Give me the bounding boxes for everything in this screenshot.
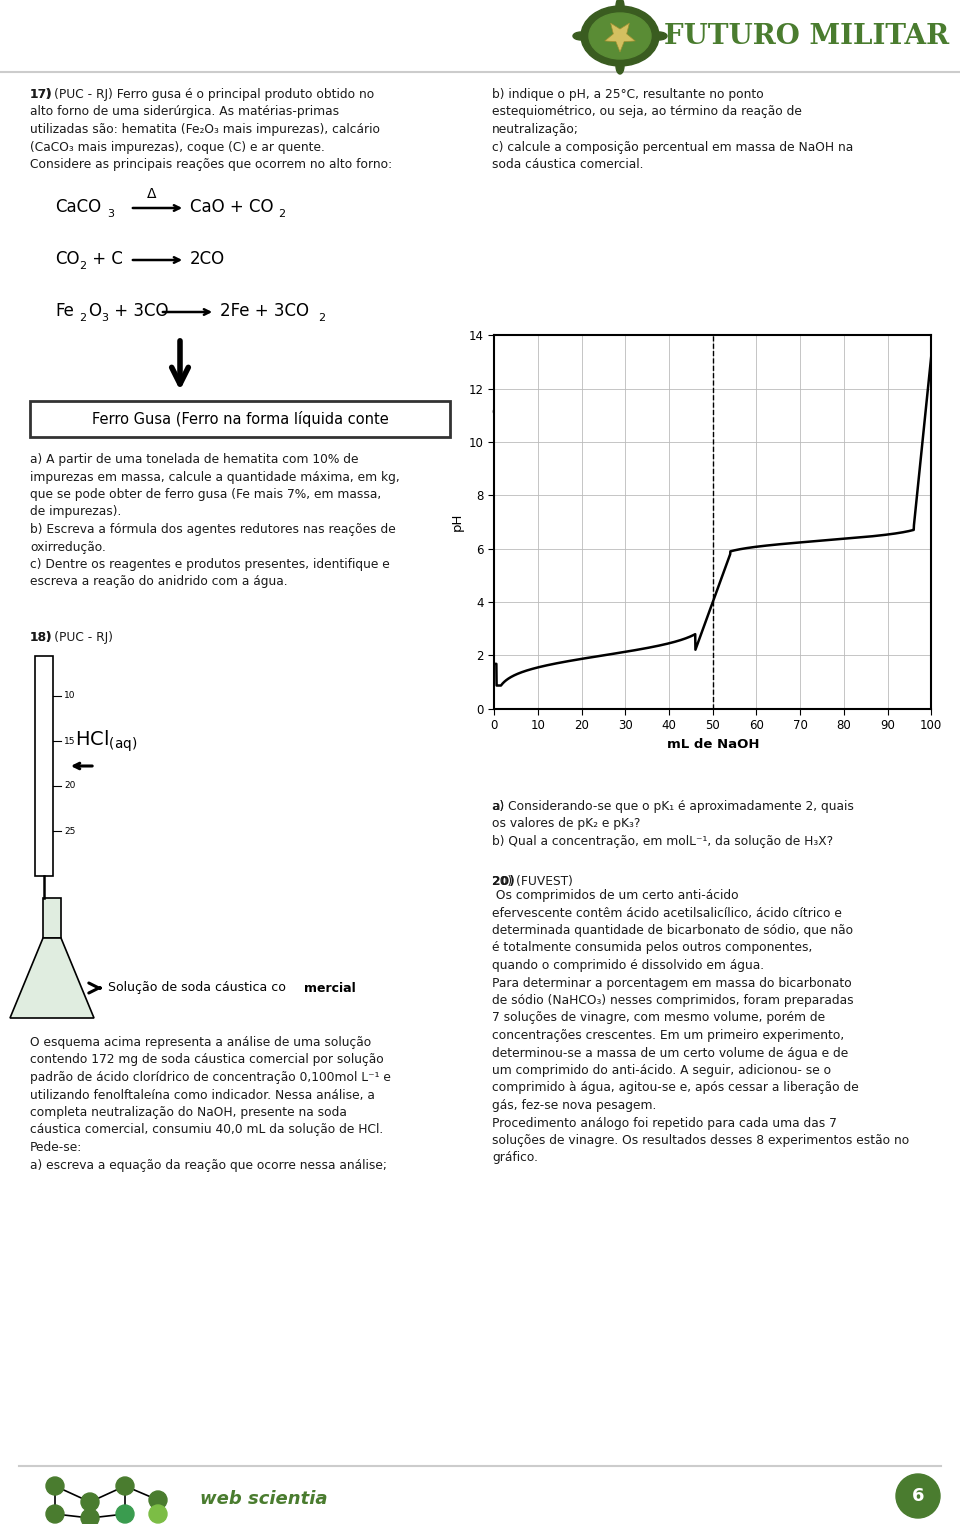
Ellipse shape	[616, 58, 624, 75]
Polygon shape	[10, 937, 94, 1018]
Circle shape	[896, 1474, 940, 1518]
Text: 17): 17)	[30, 88, 53, 101]
Text: HCl$_{\mathregular{(aq)}}$: HCl$_{\mathregular{(aq)}}$	[75, 728, 137, 754]
Ellipse shape	[589, 14, 651, 59]
Text: 18) (PUC - RJ): 18) (PUC - RJ)	[30, 631, 113, 645]
Text: Solução de soda cáustica co: Solução de soda cáustica co	[108, 981, 286, 995]
Text: 2: 2	[278, 209, 285, 219]
Circle shape	[46, 1506, 64, 1522]
Text: O: O	[88, 302, 101, 320]
Ellipse shape	[581, 6, 659, 66]
Text: web scientia: web scientia	[200, 1490, 327, 1509]
Text: 3: 3	[107, 209, 114, 219]
Text: Ferro Gusa (Ferro na forma líquida conte: Ferro Gusa (Ferro na forma líquida conte	[91, 411, 389, 427]
FancyBboxPatch shape	[43, 898, 61, 937]
Text: mercial: mercial	[304, 981, 356, 995]
X-axis label: mL de NaOH: mL de NaOH	[666, 738, 759, 751]
Ellipse shape	[616, 0, 624, 14]
Ellipse shape	[573, 32, 589, 40]
Text: 2: 2	[79, 312, 86, 323]
Text: 3: 3	[101, 312, 108, 323]
Text: 6: 6	[912, 1487, 924, 1506]
Text: 20) (FUVEST): 20) (FUVEST)	[492, 875, 573, 888]
Text: 18): 18)	[30, 631, 53, 645]
Text: a): a)	[492, 800, 504, 812]
Text: O esquema acima representa a análise de uma solução
contendo 172 mg de soda cáus: O esquema acima representa a análise de …	[30, 1036, 391, 1172]
Text: 2Fe + 3CO: 2Fe + 3CO	[220, 302, 309, 320]
Text: CO: CO	[55, 250, 80, 268]
Circle shape	[116, 1477, 134, 1495]
Circle shape	[81, 1509, 99, 1524]
Text: CaCO: CaCO	[55, 198, 101, 216]
Circle shape	[116, 1506, 134, 1522]
Circle shape	[149, 1490, 167, 1509]
Text: CaO + CO: CaO + CO	[190, 198, 274, 216]
Circle shape	[149, 1506, 167, 1522]
Text: 20): 20)	[492, 875, 515, 888]
Text: 2: 2	[79, 261, 86, 271]
Y-axis label: pH: pH	[450, 512, 464, 532]
Text: a) A partir de uma tonelada de hematita com 10% de
impurezas em massa, calcule a: a) A partir de uma tonelada de hematita …	[30, 453, 399, 588]
Text: 15: 15	[64, 736, 76, 745]
Text: + 3CO: + 3CO	[109, 302, 169, 320]
Text: 19) (UFC) O gráfico a seguir representa a variação do pH de
50 mL de uma solução: 19) (UFC) O gráfico a seguir representa …	[492, 370, 860, 418]
Text: + C: + C	[87, 250, 123, 268]
Text: Δ: Δ	[147, 187, 156, 201]
Text: b) indique o pH, a 25°C, resultante no ponto
estequiométrico, ou seja, ao términ: b) indique o pH, a 25°C, resultante no p…	[492, 88, 853, 171]
Text: 19): 19)	[492, 370, 515, 383]
Text: 20: 20	[64, 782, 76, 791]
Circle shape	[81, 1494, 99, 1510]
Text: 2: 2	[318, 312, 325, 323]
Text: a) Considerando-se que o pK₁ é aproximadamente 2, quais
os valores de pK₂ e pK₃?: a) Considerando-se que o pK₁ é aproximad…	[492, 800, 853, 847]
FancyBboxPatch shape	[35, 655, 53, 876]
Text: 17) (PUC - RJ) Ferro gusa é o principal produto obtido no
alto forno de uma side: 17) (PUC - RJ) Ferro gusa é o principal …	[30, 88, 392, 171]
Text: Os comprimidos de um certo anti-ácido
efervescente contêm ácido acetilsalicílico: Os comprimidos de um certo anti-ácido ef…	[492, 888, 909, 1164]
Polygon shape	[605, 23, 636, 52]
FancyBboxPatch shape	[30, 401, 450, 437]
Text: 10: 10	[64, 692, 76, 701]
Text: Fe: Fe	[55, 302, 74, 320]
Text: 25: 25	[64, 826, 76, 835]
Circle shape	[46, 1477, 64, 1495]
Ellipse shape	[651, 32, 667, 40]
Text: FUTURO MILITAR: FUTURO MILITAR	[664, 23, 949, 49]
Text: 2CO: 2CO	[190, 250, 226, 268]
